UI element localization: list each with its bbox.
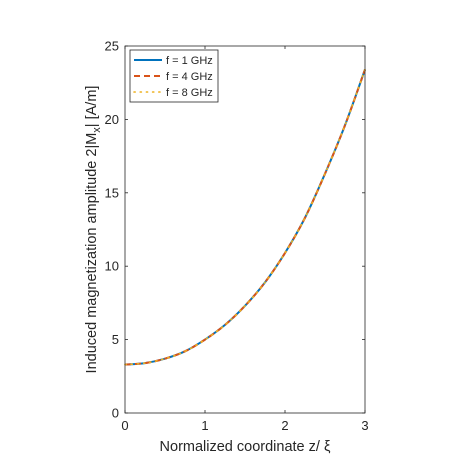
axes-box [124, 45, 366, 414]
ticks-layer: 0 1 2 3 0 5 10 15 20 25 [105, 39, 369, 434]
legend-label-2: f = 4 GHz [166, 71, 213, 83]
y-axis-label-subscript: x [91, 127, 103, 133]
x-tick-label-0: 0 [121, 418, 128, 433]
y-tick-label-5: 25 [105, 39, 119, 54]
legend: f = 1 GHz f = 4 GHz f = 8 GHz [129, 49, 219, 103]
series-layer [124, 68, 366, 366]
y-tick-label-3: 15 [105, 185, 119, 200]
y-tick-label-0: 0 [112, 406, 119, 421]
y-tick-label-1: 5 [112, 332, 119, 347]
x-tick-label-2: 2 [281, 418, 288, 433]
series-line-3 [124, 68, 366, 366]
plot-area [125, 46, 365, 413]
x-tick-label-3: 3 [361, 418, 368, 433]
y-axis-label-main: Induced magnetization amplitude 2|M [84, 133, 100, 374]
x-tick-label-1: 1 [201, 418, 208, 433]
x-axis-label: Normalized coordinate z/ ξ [160, 439, 331, 455]
y-axis-label: Induced magnetization amplitude 2|Mx| [A… [84, 86, 103, 374]
legend-label-3: f = 8 GHz [166, 87, 213, 99]
y-tick-label-2: 10 [105, 259, 119, 274]
legend-label-1: f = 1 GHz [166, 55, 213, 67]
y-tick-label-4: 20 [105, 112, 119, 127]
y-axis-label-tail: | [A/m] [84, 86, 100, 128]
